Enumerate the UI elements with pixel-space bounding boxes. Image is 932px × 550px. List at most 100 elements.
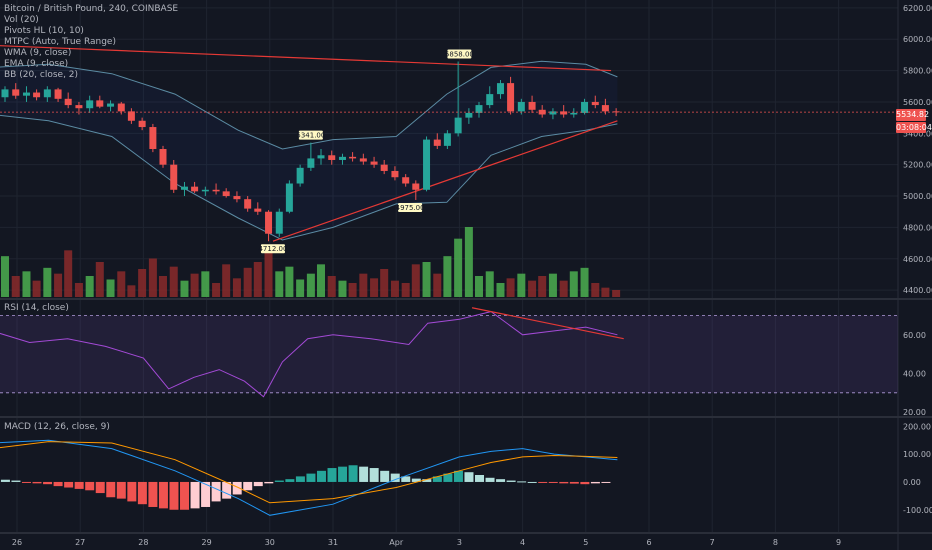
macd-tick-label: -100.00 (903, 506, 932, 515)
macd-histogram-bar (127, 481, 137, 502)
pivot-label-bg (298, 130, 323, 140)
pivot-label: 4975.00 (396, 204, 425, 212)
macd-title[interactable]: MACD (12, 26, close, 9) (4, 422, 110, 432)
volume-bar (275, 271, 284, 297)
pivot-label-bg (447, 49, 472, 59)
macd-histogram-bar (453, 470, 463, 482)
macd-histogram-bar (64, 481, 74, 488)
candle-body (591, 101, 599, 106)
macd-histogram-bar (232, 481, 242, 495)
x-tick-label: 4 (520, 538, 525, 547)
volume-bar (296, 279, 305, 297)
volume-bar (569, 271, 578, 297)
candle-body (96, 100, 104, 107)
indicator-wma[interactable]: WMA (9, close) (4, 48, 72, 58)
volume-bar (158, 276, 167, 297)
volume-bar (85, 276, 94, 297)
x-tick-label: 28 (138, 538, 148, 547)
volume-bar (64, 250, 73, 297)
candle-body (43, 89, 51, 98)
rsi-divergence-line (471, 307, 624, 340)
volume-bar (264, 252, 273, 297)
volume-bar (95, 262, 104, 297)
volume-bar (433, 273, 442, 297)
macd-histogram-bar (116, 481, 126, 499)
candle-body (117, 103, 125, 112)
macd-histogram-bar (517, 481, 527, 483)
pivot-label-bg (260, 244, 285, 254)
volume-bar (548, 273, 557, 297)
macd-histogram-bar (106, 481, 116, 498)
volume-bar (454, 238, 463, 297)
macd-histogram-bar (32, 481, 42, 484)
volume-bar (117, 271, 126, 297)
volume-bar (422, 262, 431, 297)
macd-histogram-bar (43, 481, 53, 485)
candle-body (486, 94, 494, 106)
volume-bar (528, 280, 537, 297)
indicator-vol[interactable]: Vol (20) (4, 15, 39, 25)
candle-body (380, 164, 388, 171)
indicator-ema[interactable]: EMA (9, close) (4, 59, 69, 69)
macd-histogram-bar (306, 473, 316, 482)
price-tick-label: 4600.00 (903, 255, 932, 264)
macd-histogram-bar (148, 481, 158, 507)
candle-body (233, 196, 241, 200)
macd-tick-label: 200.00 (903, 422, 931, 431)
macd-histogram-bar (464, 472, 474, 482)
x-tick-label: 29 (202, 538, 212, 547)
candle-body (496, 83, 504, 95)
volume-bar (591, 283, 600, 297)
price-tick-label: 5600.00 (903, 98, 932, 107)
volume-bar (580, 267, 589, 297)
countdown-tag: 03:08:04 (896, 122, 932, 133)
rsi-tick-label: 20.00 (903, 408, 926, 417)
candle-body (33, 92, 41, 98)
macd-histogram-bar (222, 481, 232, 499)
rsi-title[interactable]: RSI (14, close) (4, 303, 69, 313)
volume-bar (601, 287, 610, 297)
volume-bar (390, 280, 399, 297)
pivot-label-bg (398, 202, 423, 212)
volume-bar (359, 273, 368, 297)
volume-bar (232, 278, 241, 297)
volume-bar (370, 278, 379, 297)
macd-histogram-bar (369, 468, 379, 482)
macd-histogram-bar (0, 479, 10, 482)
candle-body (12, 89, 20, 96)
macd-histogram-bar (422, 479, 432, 482)
candle-body (402, 177, 410, 184)
volume-bar (106, 279, 115, 297)
candle-body (22, 92, 30, 96)
indicator-pivots[interactable]: Pivots HL (10, 10) (4, 26, 84, 36)
volume-bar (612, 290, 621, 297)
candle-body (75, 105, 83, 109)
indicator-bb[interactable]: BB (20, close, 2) (4, 70, 79, 80)
macd-histogram-bar (95, 481, 105, 494)
macd-histogram-bar (53, 481, 63, 487)
x-tick-label: 8 (773, 538, 778, 547)
volume-bar (74, 283, 83, 297)
macd-histogram-bar (85, 481, 95, 491)
candle-body (138, 120, 146, 128)
volume-bar (243, 267, 252, 297)
candle-body (423, 139, 431, 190)
symbol-title[interactable]: Bitcoin / British Pound, 240, COINBASE (4, 4, 179, 14)
candle-body (538, 109, 546, 115)
volume-bar (338, 280, 347, 297)
volume-bar (506, 278, 515, 297)
volume-bar (32, 280, 41, 297)
volume-bar (327, 276, 336, 297)
candle-body (465, 112, 473, 118)
candle-body (338, 156, 346, 160)
volume-bar (222, 264, 231, 297)
indicator-mtpc[interactable]: MTPC (Auto, True Range) (4, 37, 116, 47)
candle-body (549, 111, 557, 115)
rsi-tick-label: 40.00 (903, 369, 926, 378)
price-tick-label: 4400.00 (903, 286, 932, 295)
pivot-label: 5341.00 (296, 132, 325, 140)
macd-histogram-bar (411, 478, 421, 482)
macd-tick-label: 100.00 (903, 450, 931, 459)
x-tick-label: 7 (710, 538, 715, 547)
